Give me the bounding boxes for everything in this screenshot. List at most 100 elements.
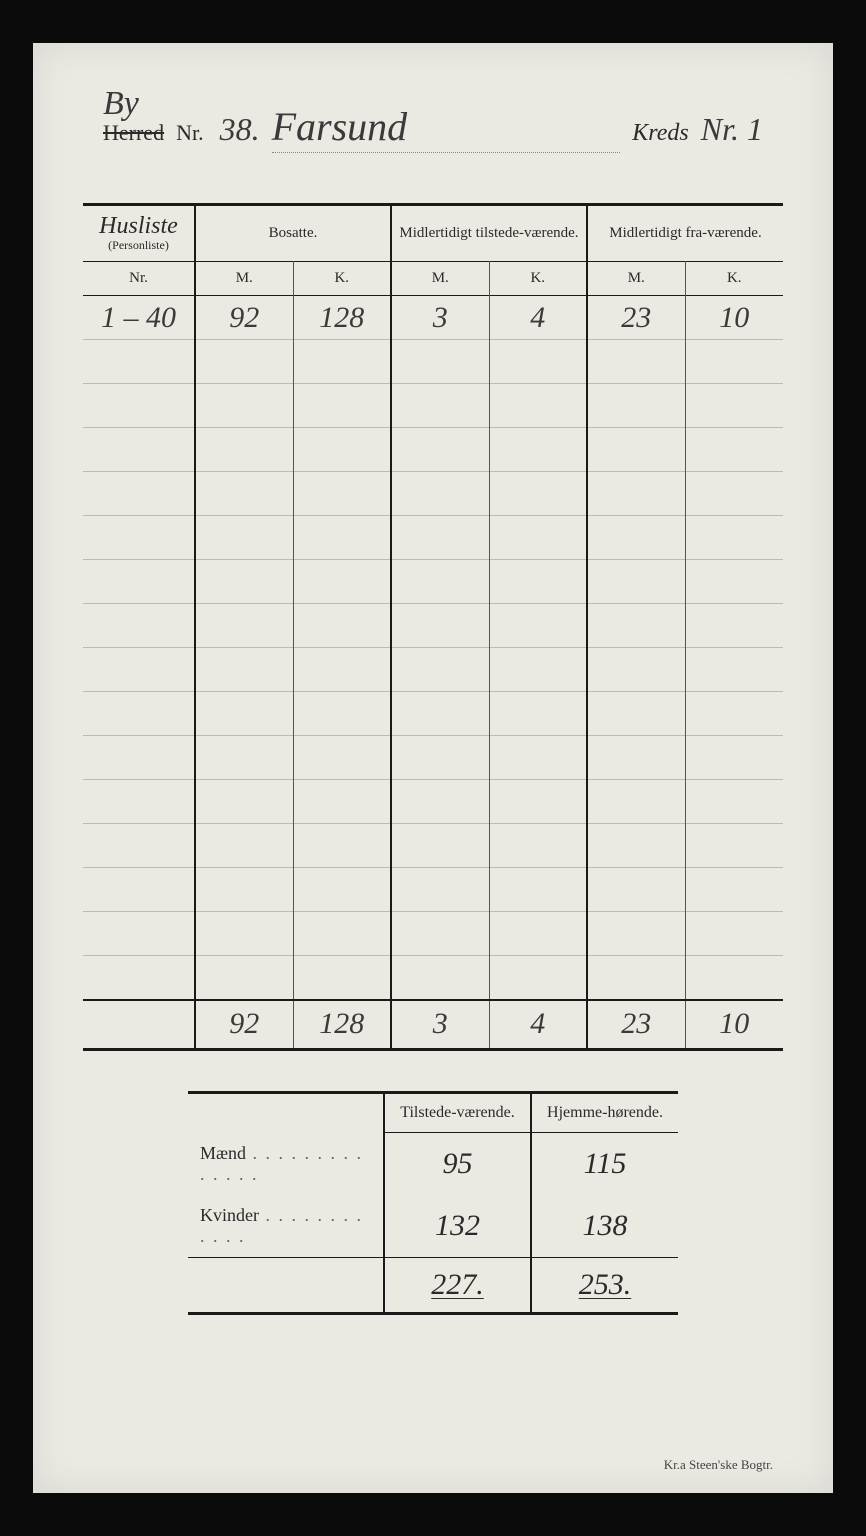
total-bm: 92	[195, 1000, 293, 1050]
cell-bm	[195, 868, 293, 912]
cell-fm	[587, 428, 685, 472]
cell-fk	[685, 780, 783, 824]
nr-label: Nr.	[176, 120, 204, 146]
cell-bm	[195, 736, 293, 780]
cell-tm	[391, 648, 489, 692]
cell-tk	[489, 648, 587, 692]
main-table: Husliste (Personliste) Bosatte. Midlerti…	[83, 203, 783, 1051]
cell-fm	[587, 692, 685, 736]
cell-fk: 10	[685, 296, 783, 340]
cell-tm	[391, 472, 489, 516]
cell-tm	[391, 604, 489, 648]
sub-nr: Nr.	[83, 262, 195, 296]
cell-bm	[195, 824, 293, 868]
cell-tk	[489, 780, 587, 824]
cell-nr	[83, 868, 195, 912]
total-fm: 23	[587, 1000, 685, 1050]
cell-tm	[391, 912, 489, 956]
cell-tk: 4	[489, 296, 587, 340]
summary-total-hjemme: 253.	[531, 1257, 678, 1313]
summary-hjemme-value: 115	[531, 1133, 678, 1195]
cell-tk	[489, 956, 587, 1000]
cell-nr	[83, 604, 195, 648]
summary-total-blank	[188, 1257, 384, 1313]
kreds-label: Kreds	[632, 120, 688, 147]
cell-tm	[391, 780, 489, 824]
table-row	[83, 912, 783, 956]
sub-tilstede-k: K.	[489, 262, 587, 296]
cell-bk	[293, 956, 391, 1000]
cell-bm	[195, 428, 293, 472]
cell-bk	[293, 340, 391, 384]
cell-fm	[587, 560, 685, 604]
table-row	[83, 604, 783, 648]
cell-bm: 92	[195, 296, 293, 340]
cell-tk	[489, 560, 587, 604]
cell-tm	[391, 868, 489, 912]
summary-hjemme-value: 138	[531, 1195, 678, 1258]
sub-fra-m: M.	[587, 262, 685, 296]
cell-bk	[293, 780, 391, 824]
cell-fk	[685, 648, 783, 692]
cell-fk	[685, 604, 783, 648]
cell-fk	[685, 912, 783, 956]
personliste-sub: (Personliste)	[87, 238, 190, 253]
cell-tm	[391, 428, 489, 472]
cell-tm	[391, 516, 489, 560]
cell-bm	[195, 340, 293, 384]
cell-fm	[587, 516, 685, 560]
cell-bk	[293, 604, 391, 648]
cell-fk	[685, 956, 783, 1000]
table-row	[83, 340, 783, 384]
cell-fk	[685, 428, 783, 472]
cell-bk	[293, 824, 391, 868]
summary-tilstede-header: Tilstede-værende.	[384, 1093, 531, 1133]
cell-fk	[685, 472, 783, 516]
table-row: 1 – 4092128342310	[83, 296, 783, 340]
cell-fm	[587, 780, 685, 824]
cell-tm	[391, 692, 489, 736]
cell-nr	[83, 912, 195, 956]
cell-fk	[685, 692, 783, 736]
cell-bk	[293, 692, 391, 736]
total-bk: 128	[293, 1000, 391, 1050]
cell-bm	[195, 560, 293, 604]
summary-row-label: Kvinder . . . . . . . . . . . .	[188, 1195, 384, 1258]
cell-bk	[293, 868, 391, 912]
cell-fk	[685, 868, 783, 912]
table-row	[83, 780, 783, 824]
cell-nr: 1 – 40	[83, 296, 195, 340]
table-row	[83, 736, 783, 780]
place-name: Farsund	[272, 103, 621, 153]
col-bosatte-header: Bosatte.	[195, 205, 391, 262]
cell-nr	[83, 560, 195, 604]
cell-tk	[489, 604, 587, 648]
cell-fk	[685, 560, 783, 604]
kreds-value: Nr. 1	[701, 111, 763, 148]
summary-row: Mænd . . . . . . . . . . . . . .95115	[188, 1133, 678, 1195]
cell-nr	[83, 956, 195, 1000]
cell-bk	[293, 516, 391, 560]
total-nr	[83, 1000, 195, 1050]
cell-tm	[391, 560, 489, 604]
cell-nr	[83, 824, 195, 868]
table-row	[83, 868, 783, 912]
sub-tilstede-m: M.	[391, 262, 489, 296]
table-row	[83, 824, 783, 868]
cell-nr	[83, 648, 195, 692]
cell-fm	[587, 340, 685, 384]
cell-fm	[587, 472, 685, 516]
cell-bm	[195, 604, 293, 648]
cell-tk	[489, 692, 587, 736]
cell-bm	[195, 692, 293, 736]
cell-tk	[489, 472, 587, 516]
summary-hjemme-header: Hjemme-hørende.	[531, 1093, 678, 1133]
cell-bk	[293, 736, 391, 780]
cell-fm: 23	[587, 296, 685, 340]
cell-fm	[587, 384, 685, 428]
cell-nr	[83, 516, 195, 560]
cell-tk	[489, 428, 587, 472]
cell-nr	[83, 472, 195, 516]
col-tilstede-header: Midlertidigt tilstede-værende.	[391, 205, 587, 262]
cell-nr	[83, 780, 195, 824]
